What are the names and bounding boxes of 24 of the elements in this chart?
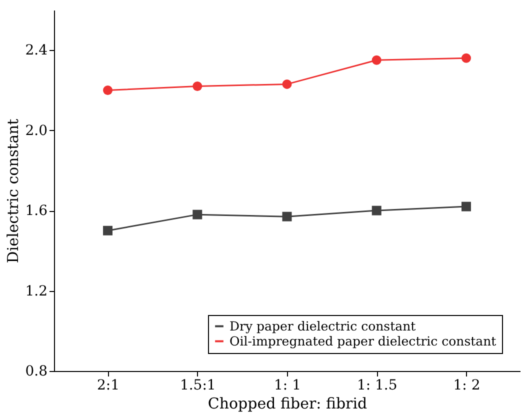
x-tick-label: 1.5:1 [180, 378, 216, 394]
point [372, 55, 382, 65]
y-tick-label: 1.2 [25, 283, 48, 300]
x-tick-label: 1: 1 [274, 378, 301, 394]
point [282, 212, 292, 222]
y-tick-label: 2.4 [25, 42, 48, 59]
point [192, 81, 202, 91]
legend-label: Dry paper dielectric constant [230, 318, 416, 334]
y-axis-title: Dielectric constant [4, 118, 22, 264]
point [461, 202, 471, 212]
x-tick-label: 1: 2 [453, 378, 480, 394]
point [192, 210, 202, 220]
y-tick-label: 0.8 [25, 364, 48, 380]
x-tick-label: 1: 1.5 [356, 378, 398, 394]
y-tick-label: 2.0 [25, 122, 48, 139]
point [103, 226, 113, 236]
y-tick-label: 1.6 [25, 203, 48, 220]
x-axis-title: Chopped fiber: fibrid [208, 394, 368, 412]
point [461, 53, 471, 63]
x-tick-label: 2:1 [97, 378, 120, 394]
point [103, 85, 113, 95]
point [372, 206, 382, 216]
legend-label: Oil-impregnated paper dielectric constant [230, 333, 496, 348]
point [282, 79, 292, 89]
